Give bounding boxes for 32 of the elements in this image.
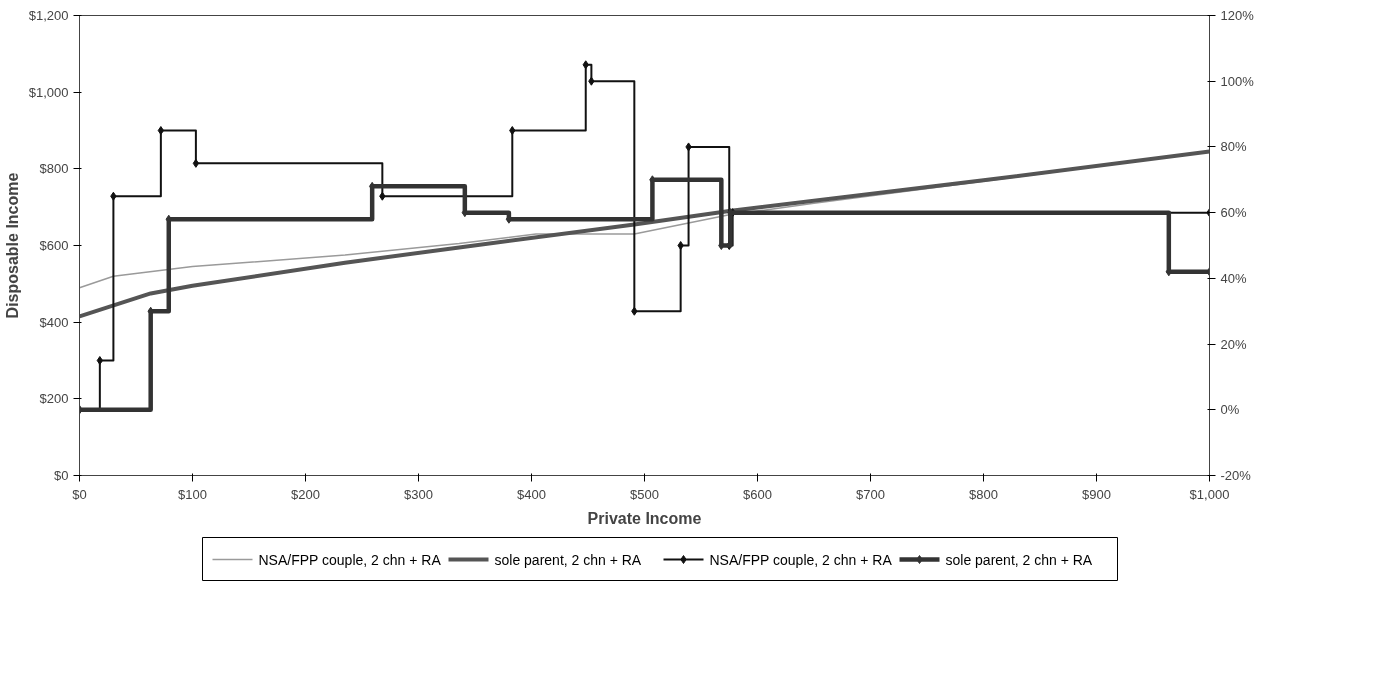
y-tick-label: $600 [39,238,69,253]
x-tick-label: $1,000 [1189,486,1230,502]
y-tick-label: $200 [39,391,69,407]
x-tick-label: $500 [630,486,659,502]
y-tick-label: $800 [39,161,69,177]
x-tick-label: $900 [1082,486,1111,502]
x-tick-label: $300 [404,486,433,502]
legend-label: NSA/FPP couple, 2 chn + RA [709,551,893,568]
y2-tick-label: 0% [1220,402,1240,418]
x-tick-label: $200 [291,486,320,502]
legend-label: sole parent, 2 chn + RA [494,551,642,568]
x-tick-label: $100 [178,486,207,502]
y2-tick-label: 80% [1220,139,1247,155]
legend-label: sole parent, 2 chn + RA [945,551,1093,568]
y2-tick-label: 100% [1220,73,1255,89]
y-tick-label: $1,200 [28,8,69,23]
y2-tick-label: 60% [1220,205,1247,221]
y2-tick-label: 40% [1220,270,1247,286]
x-tick-label: $600 [743,486,772,502]
y-tick-label: $400 [39,314,69,330]
x-tick-label: $800 [969,486,998,502]
x-axis-title: Private Income [587,509,702,527]
y2-tick-label: 20% [1220,336,1247,352]
y2-tick-label: 120% [1220,8,1255,23]
x-tick-label: $400 [517,486,546,502]
y-tick-label: $0 [54,468,69,483]
x-tick-label: $0 [72,486,87,502]
legend-label: NSA/FPP couple, 2 chn + RA [258,551,442,568]
x-tick-label: $700 [856,486,885,502]
y-tick-label: $1,000 [28,84,69,100]
y2-tick-label: -20% [1220,468,1252,483]
y-axis-title: Disposable Income [3,172,21,319]
